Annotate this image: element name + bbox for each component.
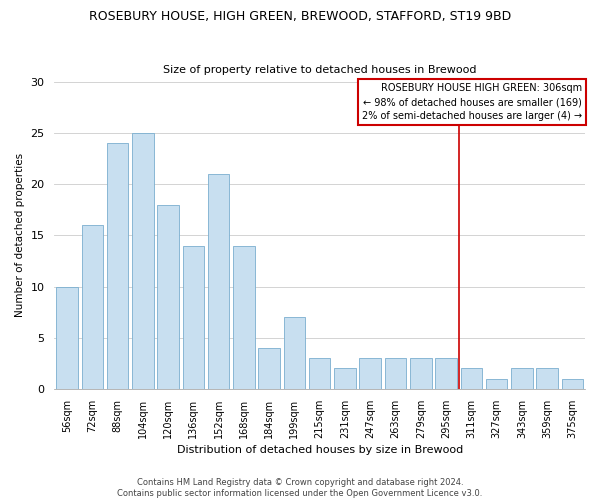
Text: ROSEBURY HOUSE, HIGH GREEN, BREWOOD, STAFFORD, ST19 9BD: ROSEBURY HOUSE, HIGH GREEN, BREWOOD, STA… <box>89 10 511 23</box>
Bar <box>107 144 128 389</box>
Text: Contains HM Land Registry data © Crown copyright and database right 2024.
Contai: Contains HM Land Registry data © Crown c… <box>118 478 482 498</box>
Bar <box>435 358 457 389</box>
Y-axis label: Number of detached properties: Number of detached properties <box>15 154 25 318</box>
Bar <box>410 358 431 389</box>
Bar <box>208 174 229 389</box>
Bar <box>385 358 406 389</box>
Text: ROSEBURY HOUSE HIGH GREEN: 306sqm
← 98% of detached houses are smaller (169)
2% : ROSEBURY HOUSE HIGH GREEN: 306sqm ← 98% … <box>362 84 583 122</box>
Bar <box>284 318 305 389</box>
Bar <box>82 225 103 389</box>
Bar <box>233 246 254 389</box>
Bar <box>157 204 179 389</box>
Bar <box>511 368 533 389</box>
Bar <box>562 378 583 389</box>
Bar <box>359 358 381 389</box>
Title: Size of property relative to detached houses in Brewood: Size of property relative to detached ho… <box>163 66 476 76</box>
Bar <box>486 378 508 389</box>
X-axis label: Distribution of detached houses by size in Brewood: Distribution of detached houses by size … <box>176 445 463 455</box>
Bar <box>461 368 482 389</box>
Bar <box>182 246 204 389</box>
Bar <box>56 286 78 389</box>
Bar <box>259 348 280 389</box>
Bar <box>132 133 154 389</box>
Bar <box>536 368 558 389</box>
Bar <box>309 358 331 389</box>
Bar <box>334 368 356 389</box>
